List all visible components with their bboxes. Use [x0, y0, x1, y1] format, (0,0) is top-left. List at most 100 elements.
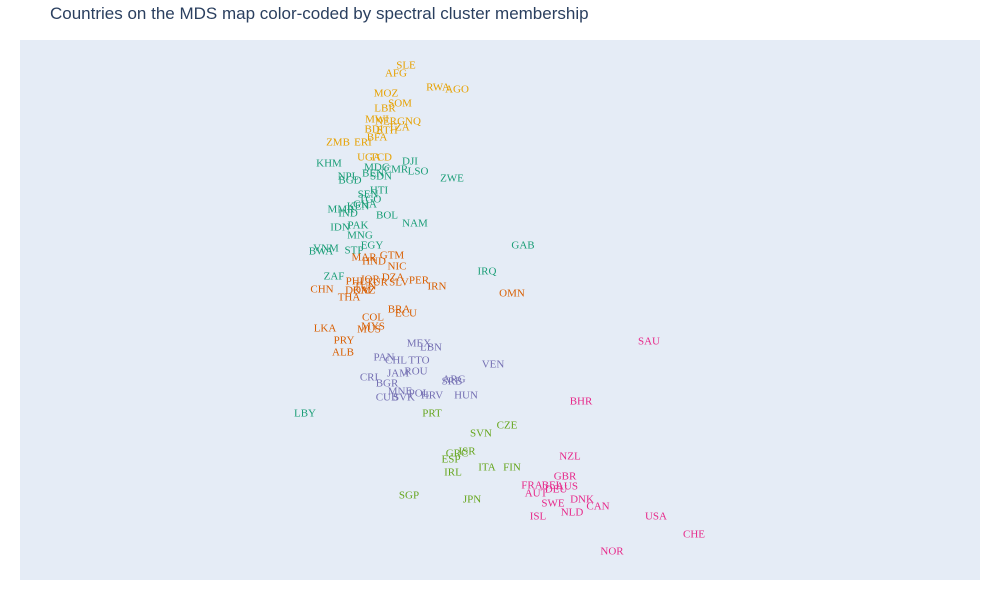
country-point-mus: MUS	[357, 324, 381, 336]
country-point-mar: MAR	[351, 252, 377, 264]
country-point-moz: MOZ	[374, 88, 399, 100]
country-point-eri: ERI	[354, 137, 372, 149]
country-point-mys: MYS	[361, 321, 385, 333]
country-point-pan: PAN	[374, 352, 395, 364]
country-point-arg: ARG	[442, 374, 465, 386]
country-point-zaf: ZAF	[324, 271, 345, 283]
country-point-gtm: GTM	[380, 250, 405, 262]
country-point-irl: IRL	[444, 467, 462, 479]
country-point-alb: ALB	[332, 347, 354, 359]
country-point-rwa: RWA	[426, 82, 450, 94]
country-point-isl: ISL	[530, 511, 547, 523]
country-point-mmr: MMR	[328, 204, 356, 216]
country-point-kaz: KAZ	[353, 285, 376, 297]
country-point-zmb: ZMB	[326, 137, 350, 149]
country-point-lbn: LBN	[420, 342, 442, 354]
country-point-ind: IND	[338, 208, 358, 220]
country-point-gnq: GNQ	[397, 116, 421, 128]
country-point-per: PER	[409, 275, 430, 287]
country-point-uga: UGA	[357, 152, 381, 164]
country-point-cze: CZE	[497, 420, 518, 432]
country-point-sgp: SGP	[399, 490, 419, 502]
country-point-nam: NAM	[402, 218, 428, 230]
country-point-rou: ROU	[404, 366, 427, 378]
country-point-bwa: BWA	[309, 246, 334, 258]
country-point-deu: DEU	[545, 484, 568, 496]
country-point-som: SOM	[388, 98, 412, 110]
country-point-tha: THA	[338, 292, 361, 304]
country-point-eth: ETH	[376, 125, 397, 137]
country-point-vnm: VNM	[313, 243, 339, 255]
country-point-pak: PAK	[348, 220, 369, 232]
country-point-dji: DJI	[402, 156, 418, 168]
country-point-tur: TUR	[366, 277, 389, 289]
country-point-khm: KHM	[316, 158, 342, 170]
country-point-ecu: ECU	[395, 308, 417, 320]
country-point-svk: SVK	[393, 392, 415, 404]
country-point-hun: HUN	[454, 390, 478, 402]
country-point-pol: POL	[409, 388, 430, 400]
country-point-npl: NPL	[338, 171, 359, 183]
country-point-cub: CUB	[376, 392, 399, 404]
country-point-nor: NOR	[600, 546, 624, 558]
country-point-ita: ITA	[478, 462, 496, 474]
country-point-nic: NIC	[388, 261, 407, 273]
country-point-dnk: DNK	[570, 494, 594, 506]
country-point-tcd: TCD	[370, 152, 392, 164]
country-point-jpn: JPN	[463, 494, 481, 506]
country-point-che: CHE	[683, 529, 705, 541]
country-point-fin: FIN	[503, 462, 521, 474]
country-point-sle: SLE	[396, 60, 416, 72]
country-point-ago: AGO	[445, 84, 469, 96]
country-point-mng: MNG	[347, 230, 373, 242]
country-point-hnd: HND	[362, 256, 386, 268]
country-point-sdn: SDN	[370, 171, 392, 183]
country-point-pry: PRY	[334, 335, 355, 347]
country-point-chl: CHL	[385, 355, 407, 367]
country-point-ken: KEN	[347, 201, 370, 213]
country-point-cmr: CMR	[384, 164, 409, 176]
country-point-gbr: GBR	[554, 471, 577, 483]
country-point-usa: USA	[645, 511, 667, 523]
country-point-zwe: ZWE	[440, 173, 464, 185]
country-point-bgr: BGR	[376, 378, 399, 390]
country-point-esp: ESP	[442, 454, 461, 466]
country-point-slv: SLV	[389, 277, 409, 289]
country-point-chn: CHN	[310, 284, 333, 296]
country-point-swe: SWE	[541, 498, 565, 510]
country-point-aut: AUT	[525, 488, 548, 500]
country-point-bra: BRA	[388, 304, 411, 316]
country-point-nld: NLD	[561, 507, 584, 519]
country-point-phl: PHL	[346, 276, 367, 288]
country-point-tgo: TGO	[359, 194, 382, 206]
country-point-gha: GHA	[353, 199, 377, 211]
country-point-tun: TUN	[354, 281, 377, 293]
country-point-dom: DOM	[345, 285, 371, 297]
country-point-lka: LKA	[314, 323, 337, 335]
country-point-hti: HTI	[370, 185, 389, 197]
country-point-svn: SVN	[470, 428, 492, 440]
country-point-isr: ISR	[458, 446, 476, 458]
country-point-jam: JAM	[387, 368, 409, 380]
country-point-fra: FRA	[521, 480, 542, 492]
country-point-irn: IRN	[428, 281, 447, 293]
country-point-can: CAN	[586, 501, 609, 513]
country-point-bel: BEL	[542, 480, 563, 492]
country-point-ner: NER	[375, 116, 398, 128]
country-point-mex: MEX	[407, 338, 432, 350]
country-point-dza: DZA	[382, 272, 405, 284]
country-point-sau: SAU	[638, 336, 660, 348]
country-point-lso: LSO	[408, 166, 429, 178]
country-point-egy: EGY	[361, 240, 384, 252]
country-point-ben: BEN	[362, 168, 384, 180]
country-point-sen: SEN	[358, 189, 379, 201]
country-point-mne: MNE	[388, 386, 413, 398]
country-point-tto: TTO	[408, 355, 429, 367]
country-point-cri: CRI	[360, 372, 379, 384]
country-point-mwi: MWI	[365, 114, 389, 126]
country-point-aus: AUS	[556, 481, 578, 493]
country-point-tza: TZA	[388, 122, 409, 134]
country-point-omn: OMN	[499, 288, 525, 300]
